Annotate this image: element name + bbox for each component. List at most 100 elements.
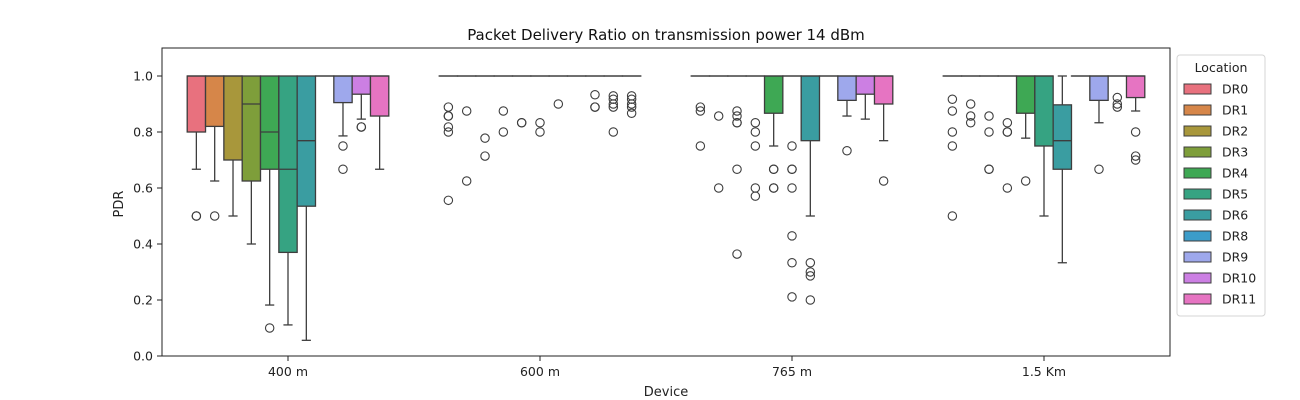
box-dr2-1 [223,75,243,217]
outlier-point [535,127,545,137]
outlier-point [768,164,779,174]
outlier-point [356,122,367,132]
outlier-point [947,106,958,116]
y-tick-label: 0.2 [133,293,153,308]
legend-label: DR10 [1222,271,1256,286]
outlier-point [750,191,761,201]
legend-label: DR9 [1222,250,1248,265]
outlier-point [553,99,564,109]
outlier-point [787,183,797,193]
legend-swatch [1183,104,1212,116]
outlier-point [805,267,816,277]
box-dr0-1 [186,75,207,221]
outlier-point [1112,92,1123,103]
chart-title: Packet Delivery Ratio on transmission po… [467,26,865,44]
box-dr9-2 [585,75,605,112]
outlier-point [480,133,490,143]
x-axis-label: Device [644,385,688,400]
outlier-point [787,292,797,302]
legend-label: DR11 [1222,292,1256,307]
outlier-point [608,94,619,104]
x-tick-label: 400 m [268,364,308,379]
box-dr4-3 [763,75,784,193]
outlier-point [787,258,797,268]
legend-entry-dr6: DR6 [1183,208,1248,223]
legend-entry-dr0: DR0 [1183,82,1248,97]
legend-label: DR3 [1222,145,1248,160]
box-body [763,75,784,114]
legend-entry-dr10: DR10 [1183,271,1256,286]
outlier-point [947,141,958,151]
outlier-point [750,127,761,137]
outlier-point [1094,164,1104,174]
outlier-point [443,122,454,132]
outlier-point [443,195,454,206]
box-dr10-3 [855,75,876,120]
box-dr10-1 [351,75,372,132]
outlier-point [695,106,706,116]
outlier-point [713,183,724,193]
outlier-point [626,94,637,104]
box-dr9-3 [837,75,857,156]
box-dr0-4 [942,75,963,221]
box-dr11-3 [873,75,894,186]
legend-swatch [1183,83,1212,95]
legend-label: DR2 [1222,124,1248,139]
y-tick-label: 0.0 [133,349,153,364]
outlier-point [732,111,742,121]
outlier-point [1002,183,1013,193]
plot-area [186,75,1146,341]
legend-title: Location [1195,60,1248,75]
outlier-point [732,118,742,128]
box-dr2-2 [475,75,495,161]
outlier-point [498,106,509,116]
outlier-point [608,99,619,109]
box-body [873,75,894,105]
legend-swatch [1183,293,1212,305]
legend-swatch [1183,125,1212,137]
outlier-point [732,164,742,174]
box-dr1-1 [204,75,225,221]
box-body [1015,75,1036,114]
outlier-point [338,141,348,151]
y-tick-label: 0.6 [133,181,153,196]
outlier-point [695,141,706,151]
box-dr4-4 [1015,75,1036,186]
outlier-point [626,99,637,109]
box-dr3-4 [997,75,1018,193]
x-tick-label: 1.5 Km [1022,364,1066,379]
legend: Location DR0 DR1 DR2 DR3 DR4 DR5 DR6 DR8 DR9 DR10 D… [1176,54,1266,317]
outlier-point [1020,176,1031,186]
outlier-point [1002,127,1013,137]
outlier-point [590,90,600,100]
outlier-point [842,146,852,156]
outlier-point [947,94,958,104]
outlier-point [1112,99,1123,109]
box-dr10-4 [1107,75,1128,112]
box-dr4-1 [259,75,280,333]
box-dr10-2 [603,75,624,137]
box-body [1052,104,1073,170]
box-dr2-4 [979,75,999,174]
outlier-point [750,118,761,128]
legend-entry-dr5: DR5 [1183,187,1248,202]
legend-swatch [1183,272,1212,284]
outlier-point [626,108,637,118]
legend-entry-dr8: DR8 [1183,229,1248,244]
legend-swatch [1183,230,1212,242]
outlier-point [787,164,797,174]
box-dr4-2 [511,75,532,128]
outlier-point [787,141,797,151]
legend-label: DR0 [1222,82,1248,97]
outlier-point [443,102,454,112]
outlier-point [264,323,275,333]
outlier-point [590,102,600,112]
legend-entry-dr1: DR1 [1183,103,1248,118]
box-body [837,75,857,102]
legend-swatch [1183,146,1212,158]
outlier-point [1130,151,1141,161]
outlier-point [695,102,706,112]
outlier-point [480,151,490,161]
legend-swatch [1183,167,1212,179]
